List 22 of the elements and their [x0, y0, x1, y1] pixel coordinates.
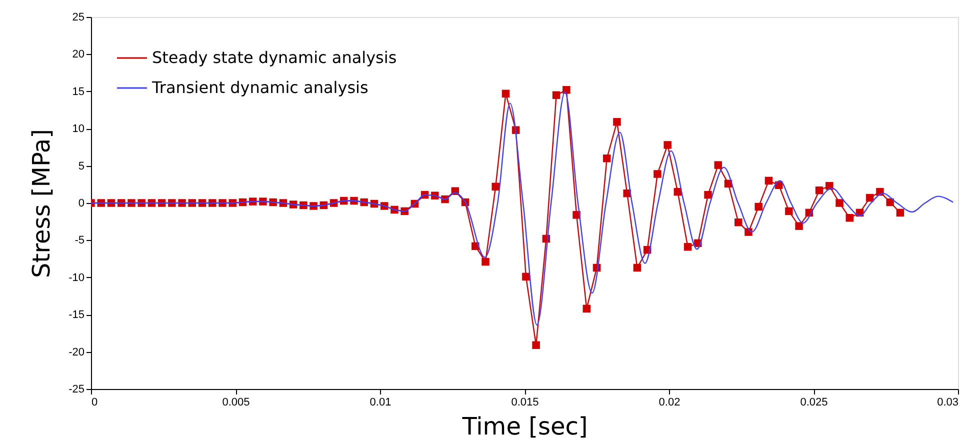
- y-tick-label: 15: [72, 86, 84, 98]
- y-tick-label: 10: [72, 123, 84, 136]
- y-tick-label: -15: [68, 309, 84, 322]
- y-tick-label: 20: [72, 48, 84, 61]
- y-tick-label: 0: [78, 198, 84, 210]
- legend-label: Transient dynamic analysis: [151, 78, 368, 97]
- legend-label: Steady state dynamic analysis: [152, 48, 397, 67]
- y-tick-label: -10: [68, 272, 84, 284]
- x-tick-label: 0.03: [937, 396, 958, 408]
- y-tick-label: -25: [68, 384, 84, 396]
- y-tick-label: -20: [68, 346, 84, 358]
- x-tick-label: 0.015: [511, 396, 539, 408]
- x-tick-label: 0: [92, 396, 98, 408]
- x-tick-label: 0.02: [658, 396, 680, 408]
- x-tick-label: 0.025: [800, 396, 828, 408]
- x-axis-title: Time [sec]: [461, 412, 588, 440]
- x-tick-label: 0.005: [222, 396, 250, 408]
- y-tick-label: 25: [72, 12, 84, 24]
- y-axis-title: Stress [MPa]: [28, 129, 56, 278]
- x-tick-label: 0.01: [370, 396, 392, 408]
- y-tick-label: 5: [78, 160, 84, 172]
- y-tick-label: -5: [74, 234, 84, 247]
